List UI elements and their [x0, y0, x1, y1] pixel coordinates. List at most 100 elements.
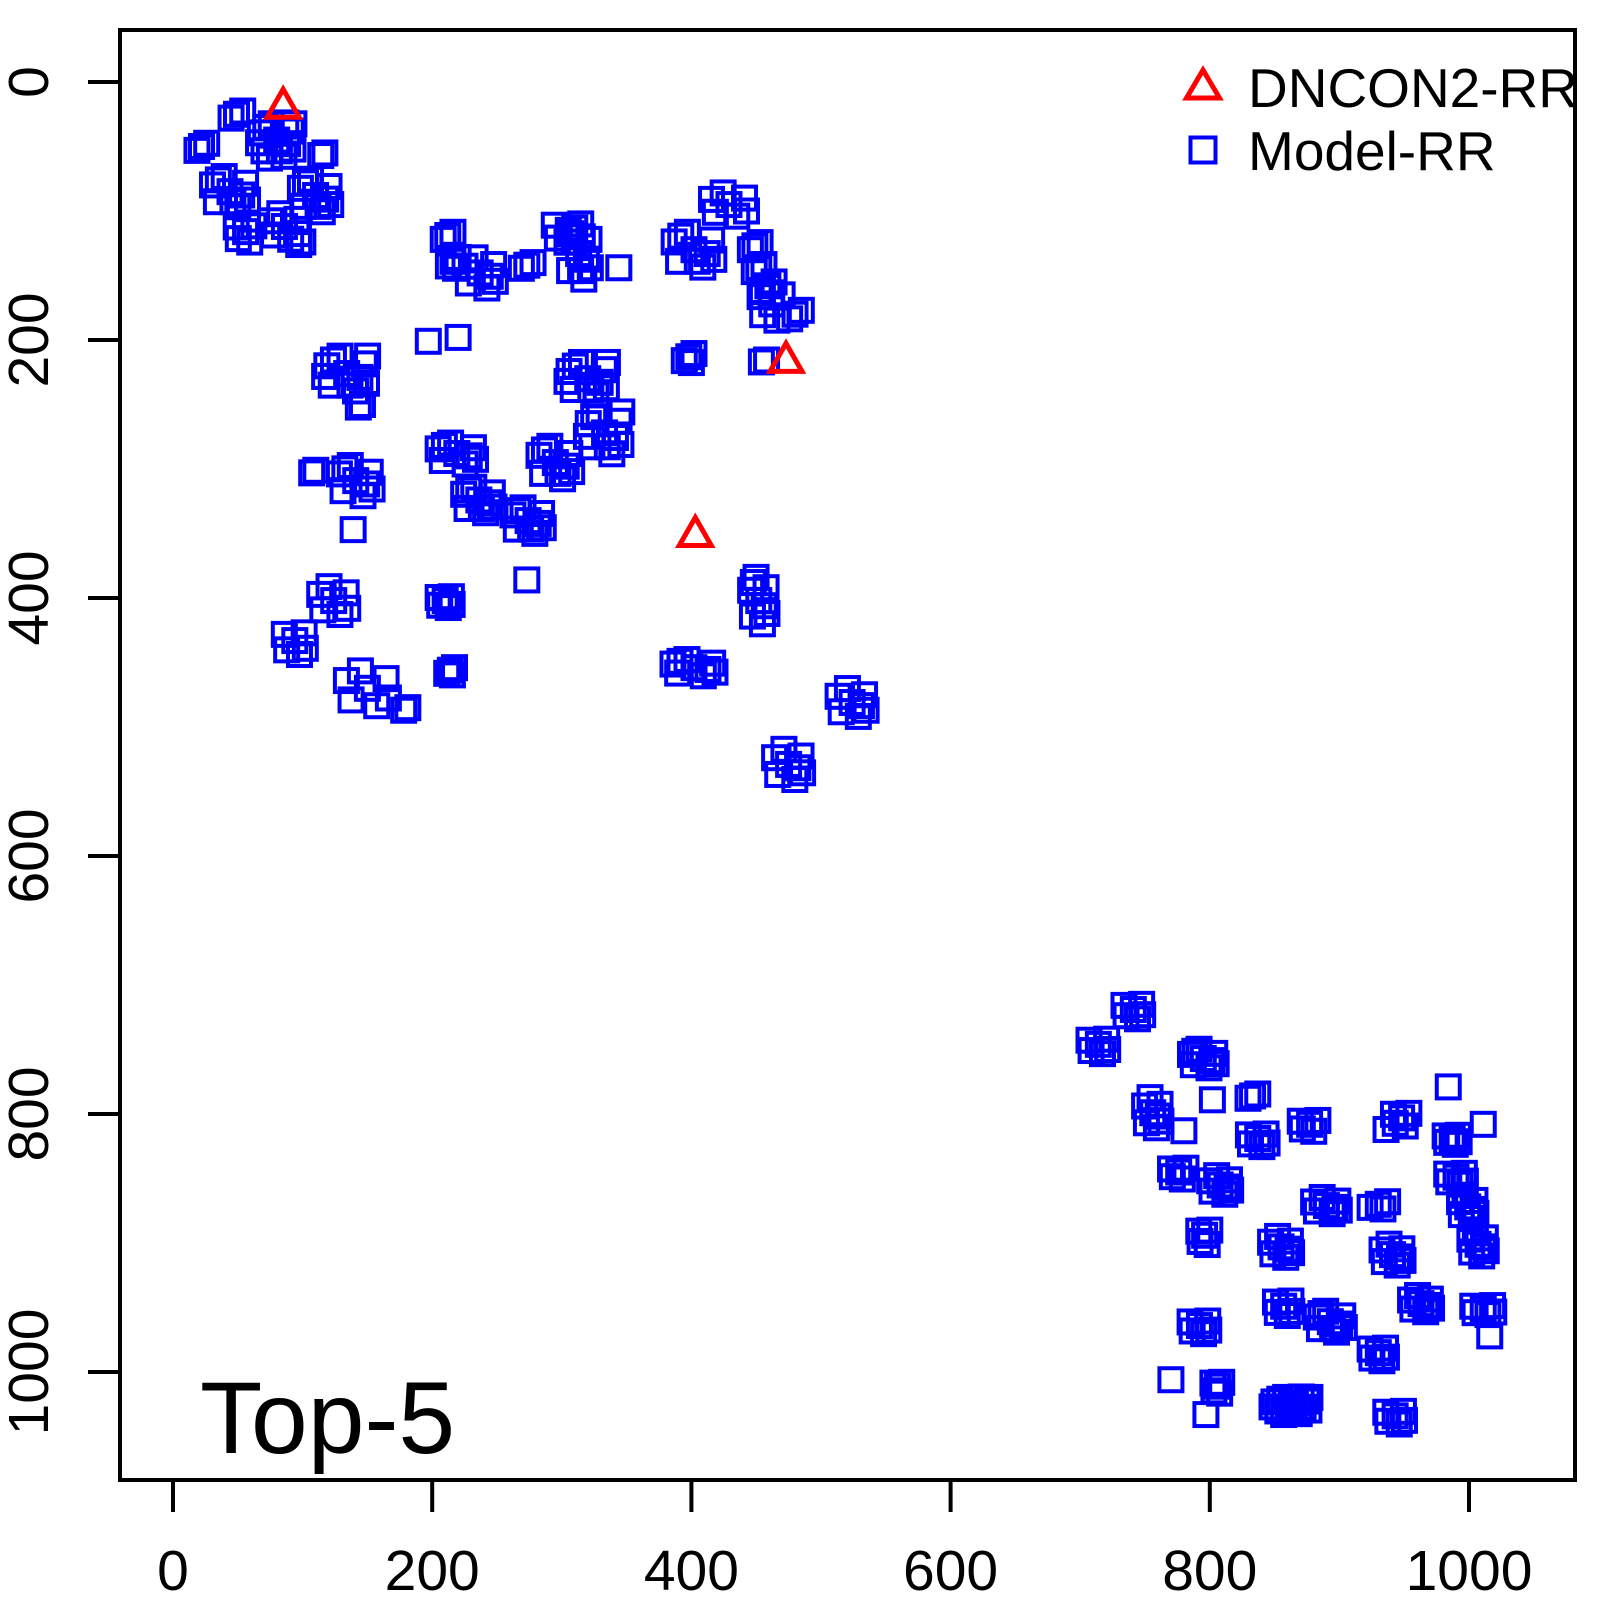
model-rr-marker	[394, 694, 422, 722]
model-rr-marker	[1278, 1239, 1306, 1267]
model-rr-marker	[536, 432, 564, 460]
model-rr-marker	[272, 109, 300, 137]
model-rr-marker	[1192, 1401, 1220, 1429]
model-rr-marker	[1195, 1316, 1223, 1344]
model-rr-marker	[1372, 1115, 1400, 1143]
model-rr-marker	[513, 251, 541, 279]
model-rr-marker	[334, 594, 362, 622]
model-rr-marker	[1356, 1335, 1384, 1363]
model-rr-marker	[677, 349, 705, 377]
model-rr-marker	[1476, 1322, 1504, 1350]
model-rr-marker	[188, 133, 216, 160]
model-rr-marker	[1198, 1047, 1226, 1075]
model-rr-marker	[319, 346, 347, 374]
legend: DNCON2-RR Model-RR	[1182, 57, 1578, 182]
model-rr-marker	[1191, 1221, 1219, 1249]
model-rr-marker	[228, 181, 256, 209]
model-rr-marker	[667, 222, 695, 250]
model-rr-marker	[461, 244, 489, 272]
model-rr-marker	[1431, 1122, 1459, 1150]
model-rr-marker	[331, 455, 359, 483]
model-rr-marker	[781, 300, 809, 328]
model-rr-marker	[1470, 1233, 1498, 1261]
model-rr-marker	[1397, 1286, 1425, 1314]
model-rr-marker	[336, 452, 364, 480]
model-rr-marker	[414, 327, 442, 355]
model-rr-marker	[1119, 996, 1147, 1024]
model-rr-marker	[255, 144, 283, 172]
model-rr-marker	[1244, 1125, 1272, 1153]
model-rr-marker	[709, 179, 737, 207]
y-axis-tick-label: 0	[0, 66, 61, 98]
model-rr-marker	[666, 647, 694, 675]
model-rr-marker	[436, 656, 464, 684]
y-axis-tick-label: 1000	[0, 1309, 61, 1436]
model-rr-marker	[552, 452, 580, 480]
model-rr-marker	[1459, 1292, 1487, 1320]
model-rr-marker	[1170, 1117, 1198, 1145]
y-axis-tick-label: 800	[0, 1066, 61, 1161]
x-axis-tick-label: 600	[903, 1539, 998, 1600]
model-rr-marker	[847, 692, 875, 720]
model-rr-marker	[608, 398, 636, 426]
model-rr-marker	[1275, 1395, 1303, 1423]
y-axis-tick-label: 400	[0, 550, 61, 645]
model-rr-marker	[1286, 1107, 1314, 1135]
model-rr-marker	[1364, 1339, 1392, 1367]
model-rr-marker	[1319, 1315, 1347, 1343]
plot-annotation-top5: Top-5	[200, 1361, 455, 1475]
model-rr-marker	[210, 163, 238, 191]
model-rr-marker	[1369, 1195, 1397, 1223]
legend-label-dncon2-rr: DNCON2-RR	[1248, 57, 1578, 119]
model-rr-marker	[517, 515, 545, 543]
model-rr-marker	[701, 658, 729, 686]
model-rr-marker	[481, 267, 509, 295]
model-rr-marker	[1389, 1246, 1417, 1274]
model-rr-marker	[1469, 1110, 1497, 1138]
model-rr-marker	[440, 654, 468, 682]
model-rr-marker	[694, 655, 722, 683]
model-rr-marker	[1379, 1100, 1407, 1128]
model-rr-marker	[1374, 1188, 1402, 1216]
model-rr-marker	[438, 590, 466, 618]
model-rr-marker	[339, 516, 367, 544]
model-rr-marker	[312, 185, 340, 213]
model-rr-marker	[430, 431, 458, 459]
model-rr-marker	[326, 601, 354, 629]
model-rr-marker	[675, 343, 703, 371]
model-rr-marker	[219, 188, 247, 216]
model-rr-marker	[1136, 1084, 1164, 1112]
model-rr-marker	[285, 231, 313, 259]
model-rr-marker	[256, 207, 284, 235]
model-rr-marker	[270, 620, 298, 648]
model-rr-marker	[852, 696, 880, 724]
model-rr-marker	[784, 754, 812, 782]
y-axis: 0 200 400 600 800 1000	[0, 66, 120, 1435]
model-rr-marker	[553, 367, 581, 395]
model-rr-marker	[572, 422, 600, 450]
model-rr-marker	[1296, 1110, 1324, 1138]
model-rr-marker	[1262, 1288, 1290, 1316]
model-rr-marker	[1274, 1235, 1302, 1263]
model-rr-marker	[354, 342, 382, 370]
x-axis-tick-label: 200	[385, 1539, 480, 1600]
model-rr-marker	[326, 342, 354, 370]
model-rr-marker	[337, 686, 365, 714]
model-rr-marker	[297, 165, 325, 193]
model-rr-marker	[1414, 1291, 1442, 1319]
y-axis-tick-label: 200	[0, 292, 61, 387]
model-rr-marker	[605, 254, 633, 282]
model-rr-marker	[353, 470, 381, 498]
model-rr-marker	[530, 436, 558, 464]
model-rr-points-layer	[183, 97, 1508, 1438]
dncon2-rr-triangle-icon	[1182, 65, 1224, 101]
model-rr-marker	[567, 257, 595, 285]
model-rr-marker	[557, 220, 585, 248]
model-rr-marker	[1157, 1366, 1185, 1394]
x-axis-tick-label: 1000	[1406, 1539, 1533, 1600]
model-rr-marker	[1461, 1219, 1489, 1247]
model-rr-marker	[561, 352, 589, 380]
model-rr-marker	[1213, 1173, 1241, 1201]
